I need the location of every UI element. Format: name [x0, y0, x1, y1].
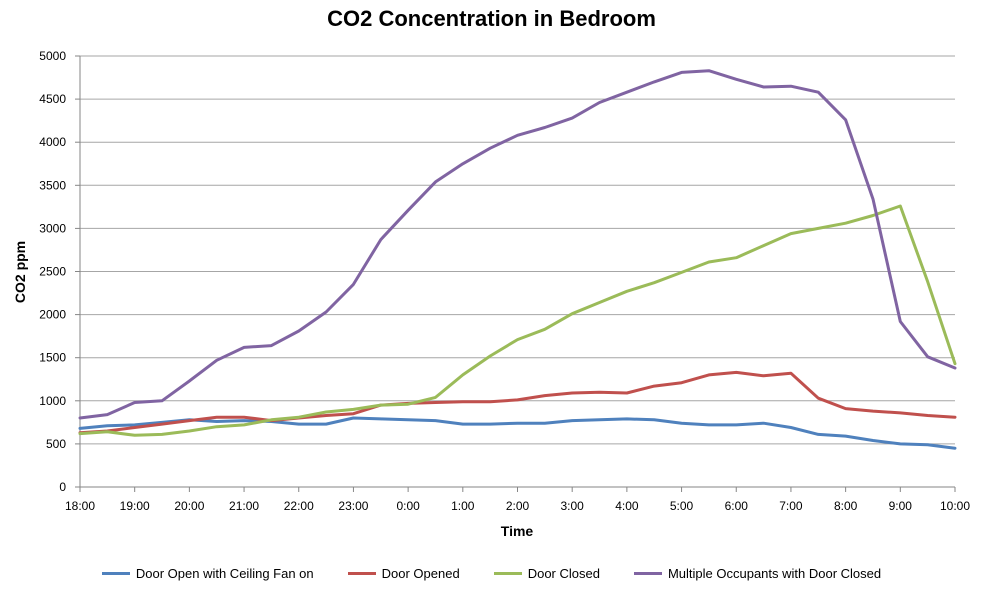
x-tick-label: 4:00 [615, 499, 639, 513]
series-line-0 [78, 416, 957, 450]
x-tick-label: 1:00 [451, 499, 475, 513]
y-tick-label: 0 [59, 480, 66, 494]
x-tick-label: 20:00 [174, 499, 204, 513]
legend-item: Multiple Occupants with Door Closed [633, 566, 882, 581]
axes [75, 55, 956, 492]
x-tick-label: 9:00 [889, 499, 913, 513]
y-tick-label: 3000 [39, 221, 66, 235]
legend-item: Door Opened [347, 566, 460, 581]
series-line-3 [78, 69, 957, 420]
y-tick-label: 1500 [39, 351, 66, 365]
x-tick-label: 6:00 [725, 499, 749, 513]
y-tick-label: 5000 [39, 49, 66, 63]
y-tick-label: 1000 [39, 394, 66, 408]
legend-swatch [633, 572, 662, 575]
x-tick-label: 3:00 [561, 499, 585, 513]
x-axis-title: Time [501, 523, 534, 539]
x-tick-label: 8:00 [834, 499, 858, 513]
x-tick-label: 21:00 [229, 499, 259, 513]
y-axis-title: CO2 ppm [12, 241, 28, 303]
legend-swatch [493, 572, 522, 575]
chart-title: CO2 Concentration in Bedroom [327, 6, 656, 31]
series-line-2 [78, 204, 957, 437]
x-tick-label: 10:00 [940, 499, 970, 513]
x-tick-label: 19:00 [120, 499, 150, 513]
y-tick-label: 4000 [39, 135, 66, 149]
legend-item: Door Open with Ceiling Fan on [101, 566, 314, 581]
legend-label: Door Open with Ceiling Fan on [135, 566, 314, 581]
legend-swatch [101, 572, 130, 575]
legend: Door Open with Ceiling Fan on Door Opened… [0, 566, 983, 581]
x-tick-label: 5:00 [670, 499, 694, 513]
gridlines [80, 55, 955, 445]
y-tick-label: 3500 [39, 178, 66, 192]
x-tick-label: 22:00 [284, 499, 314, 513]
series-line-1 [78, 370, 957, 435]
legend-label: Door Closed [527, 566, 600, 581]
y-tick-label: 2000 [39, 308, 66, 322]
x-tick-label: 18:00 [65, 499, 95, 513]
legend-label: Multiple Occupants with Door Closed [667, 566, 882, 581]
x-tick-label: 2:00 [506, 499, 530, 513]
y-tick-label: 2500 [39, 265, 66, 279]
x-tick-label: 7:00 [779, 499, 803, 513]
y-tick-label: 4500 [39, 92, 66, 106]
y-tick-label: 500 [46, 437, 66, 451]
legend-item: Door Closed [493, 566, 600, 581]
y-tick-labels: 0 500 1000 1500 2000 2500 3000 3500 4000 4500 5000 [39, 49, 66, 494]
x-tick-label: 23:00 [338, 499, 368, 513]
x-tick-labels: 18:00 19:00 20:00 21:00 22:00 23:00 0:00 1:00 2:… [65, 499, 970, 513]
series-lines [78, 69, 957, 450]
legend-swatch [347, 572, 376, 575]
legend-label: Door Opened [381, 566, 460, 581]
x-tick-label: 0:00 [396, 499, 420, 513]
